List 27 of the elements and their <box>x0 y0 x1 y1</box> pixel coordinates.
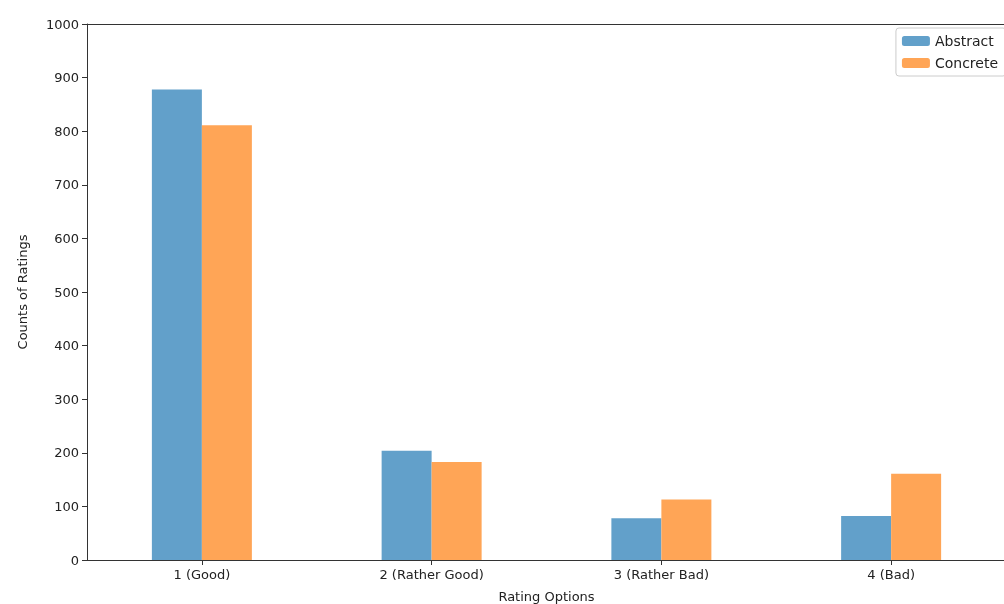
bar <box>381 450 432 560</box>
y-tick-label: 800 <box>54 123 79 139</box>
x-tick-label: 2 (Rather Good) <box>379 567 484 582</box>
bar <box>611 518 662 560</box>
x-tick-label: 3 (Rather Bad) <box>613 567 709 582</box>
y-tick-label: 300 <box>54 391 79 407</box>
y-tick-label: 700 <box>54 177 79 193</box>
y-tick-label: 1000 <box>45 16 79 32</box>
y-tick-label: 200 <box>54 445 79 461</box>
bar <box>841 516 892 560</box>
y-tick-label: 100 <box>54 498 79 514</box>
x-axis-title: Rating Options <box>498 589 595 604</box>
y-tick-label: 500 <box>54 284 79 300</box>
bar <box>151 89 202 560</box>
y-tick-label: 900 <box>54 70 79 86</box>
x-tick-label: 1 (Good) <box>173 567 231 582</box>
bar <box>891 473 942 560</box>
bar <box>431 461 482 560</box>
bar <box>201 125 252 560</box>
x-tick-label: 4 (Bad) <box>867 567 915 582</box>
y-tick-label: 0 <box>70 552 79 568</box>
legend-label: Concrete <box>934 55 998 71</box>
y-tick-label: 400 <box>54 338 79 354</box>
bar <box>661 499 712 560</box>
y-tick-label: 600 <box>54 230 79 246</box>
legend-label: Abstract <box>934 33 995 49</box>
y-axis-title: Counts of Ratings <box>15 234 30 350</box>
